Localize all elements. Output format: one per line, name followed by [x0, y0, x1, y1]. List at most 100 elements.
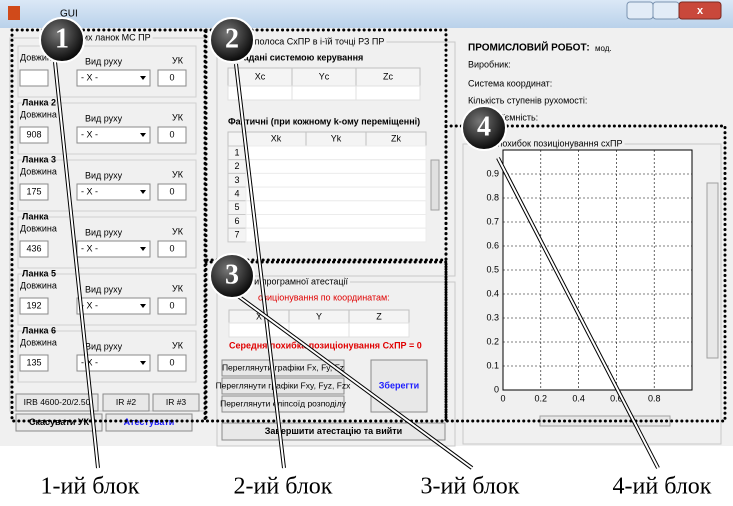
robot-heading: ПРОМИСЛОВИЙ РОБОТ:: [468, 41, 590, 54]
length-value: 908: [26, 129, 41, 139]
uk-value: 0: [169, 357, 174, 367]
header: Довжина: [20, 337, 57, 347]
button-label: Зберегти: [379, 380, 419, 390]
link-label: Ланка 6: [22, 325, 56, 335]
row-number: 7: [234, 230, 239, 240]
motion-value: - X -: [81, 357, 98, 367]
header: УК: [172, 340, 184, 350]
row-number: 3: [234, 175, 239, 185]
header: Вид руху: [85, 170, 123, 180]
y-tick-label: 0.3: [486, 312, 499, 322]
x-tick-label: 0: [500, 393, 505, 403]
y-tick-label: 0.7: [486, 216, 499, 226]
uk-value: 0: [169, 300, 174, 310]
title-bar: [0, 0, 733, 28]
robot-field: Кількість ступенів рухомості:: [468, 95, 587, 105]
table-header-label: Y: [316, 311, 322, 321]
motion-value: - X -: [81, 186, 98, 196]
header: Вид руху: [85, 56, 123, 66]
y-tick-label: 0.2: [486, 336, 499, 346]
motion-value: - X -: [81, 72, 98, 82]
caption: 2-ий блок: [234, 474, 333, 500]
minimize-button[interactable]: [627, 2, 653, 19]
scrollbar[interactable]: [707, 183, 718, 358]
table-cell: [356, 86, 420, 100]
link-label: Ланка: [22, 211, 49, 221]
plot-panel-title: а похибок позиціонування схПР: [490, 138, 622, 148]
header: Вид руху: [85, 284, 123, 294]
y-tick-label: 0.4: [486, 288, 499, 298]
row-number: 5: [234, 202, 239, 212]
link-label: Ланка 2: [22, 97, 56, 107]
set-label: Задані системою керування: [238, 52, 363, 62]
marker-number: 3: [225, 259, 239, 290]
scrollbar[interactable]: [431, 160, 439, 210]
length-value: 175: [26, 186, 41, 196]
robot-model: мод.: [595, 44, 612, 53]
y-tick-label: 0.1: [486, 360, 499, 370]
header: УК: [172, 283, 184, 293]
button-label: IR #3: [166, 397, 187, 407]
motion-value: - X -: [81, 129, 98, 139]
y-tick-label: 0.8: [486, 192, 499, 202]
button-label: Завершити атестацію та вийти: [265, 426, 402, 436]
marker-number: 2: [225, 23, 239, 54]
y-tick-label: 0.5: [486, 264, 499, 274]
length-input[interactable]: [20, 70, 48, 86]
motion-value: - X -: [81, 243, 98, 253]
error-label: озиціонування по координатам:: [258, 292, 390, 302]
table-row: [246, 160, 426, 174]
table-header-label: Zc: [383, 71, 393, 81]
table-header-label: Xk: [271, 133, 282, 143]
header: Вид руху: [85, 341, 123, 351]
caption: 4-ий блок: [613, 474, 712, 500]
table-header-label: Xc: [255, 71, 266, 81]
row-number: 2: [234, 161, 239, 171]
marker-number: 1: [55, 23, 69, 54]
y-tick-label: 0.6: [486, 240, 499, 250]
length-value: 436: [26, 243, 41, 253]
table-cell: [349, 323, 409, 337]
screenshot: x GUIктивних ланок МС ПРДовжинаВид рухуУ…: [0, 0, 733, 506]
uk-value: 0: [169, 243, 174, 253]
table-header-label: Z: [376, 311, 382, 321]
table-row: [246, 146, 426, 160]
length-value: 135: [26, 357, 41, 367]
row-number: 4: [234, 188, 239, 198]
maximize-button[interactable]: [653, 2, 679, 19]
table-cell: [292, 86, 356, 100]
mean-error: Середня похибка позиціонування СхПР = 0: [229, 340, 422, 350]
table-row: [246, 201, 426, 215]
button-label: IR #2: [116, 397, 137, 407]
button-label: Переглянути еліпсоїд розподілу: [220, 398, 347, 408]
table-row: [246, 228, 426, 242]
row-number: 6: [234, 216, 239, 226]
x-tick-label: 0.4: [572, 393, 585, 403]
header: Довжина: [20, 280, 57, 290]
robot-field: Система координат:: [468, 78, 552, 88]
table-header-label: Yk: [331, 133, 342, 143]
y-tick-label: 0: [494, 384, 499, 394]
table-header-label: Zk: [391, 133, 401, 143]
app-icon: [8, 6, 20, 20]
link-label: Ланка 3: [22, 154, 56, 164]
button-label: Переглянути графіки Fxy, Fyz, Fzx: [216, 380, 352, 390]
table-cell: [289, 323, 349, 337]
row-number: 1: [234, 147, 239, 157]
motion-value: - X -: [81, 300, 98, 310]
x-tick-label: 0.8: [648, 393, 661, 403]
length-value: 192: [26, 300, 41, 310]
uk-value: 0: [169, 72, 174, 82]
header: УК: [172, 55, 184, 65]
uk-value: 0: [169, 129, 174, 139]
caption: 1-ий блок: [41, 474, 140, 500]
header: УК: [172, 169, 184, 179]
caption: 3-ий блок: [421, 474, 520, 500]
uk-value: 0: [169, 186, 174, 196]
table-row: [246, 173, 426, 187]
table-header-label: Yc: [319, 71, 330, 81]
close-icon: x: [697, 5, 704, 17]
results-panel-title: ти програмної атестації: [250, 276, 349, 286]
button-label: Переглянути графіки Fx, Fy, Fz: [222, 362, 344, 372]
robot-field: Виробник:: [468, 59, 511, 69]
